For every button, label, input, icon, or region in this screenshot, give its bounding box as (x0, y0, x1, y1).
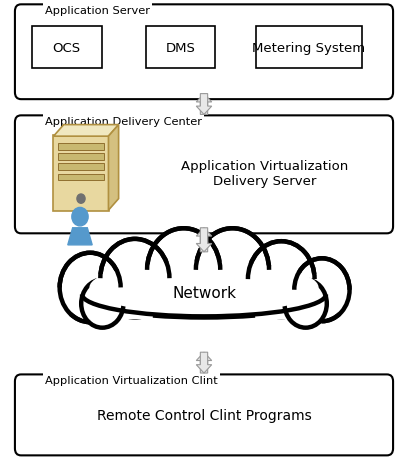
FancyBboxPatch shape (58, 154, 104, 160)
Circle shape (248, 242, 315, 317)
Text: Application Server: Application Server (45, 6, 151, 16)
FancyArrow shape (196, 94, 212, 115)
FancyArrow shape (196, 94, 212, 115)
FancyBboxPatch shape (15, 116, 393, 234)
FancyBboxPatch shape (146, 27, 215, 69)
Circle shape (60, 253, 121, 322)
FancyBboxPatch shape (256, 27, 362, 69)
FancyBboxPatch shape (58, 144, 104, 150)
Polygon shape (109, 125, 119, 211)
FancyBboxPatch shape (53, 136, 109, 212)
Circle shape (147, 229, 220, 312)
Text: OCS: OCS (53, 42, 81, 55)
Circle shape (196, 229, 269, 312)
Text: Application Delivery Center: Application Delivery Center (45, 117, 202, 127)
Polygon shape (53, 125, 119, 137)
FancyBboxPatch shape (58, 174, 104, 181)
Text: Remote Control Clint Programs: Remote Control Clint Programs (97, 408, 311, 422)
Circle shape (77, 194, 85, 204)
FancyArrow shape (196, 228, 212, 252)
FancyBboxPatch shape (15, 375, 393, 456)
FancyBboxPatch shape (15, 5, 393, 100)
FancyArrow shape (196, 352, 212, 373)
Circle shape (100, 239, 169, 318)
FancyBboxPatch shape (58, 164, 104, 170)
Circle shape (294, 259, 350, 321)
Polygon shape (68, 228, 92, 245)
Circle shape (72, 208, 88, 226)
Text: Application Virtualization
Delivery Server: Application Virtualization Delivery Serv… (182, 160, 348, 188)
Text: Network: Network (172, 285, 236, 300)
Text: Application Virtualization Clint: Application Virtualization Clint (45, 375, 218, 385)
Bar (82, 274, 326, 318)
FancyArrow shape (196, 352, 212, 373)
Ellipse shape (82, 282, 326, 317)
Ellipse shape (90, 263, 318, 313)
FancyBboxPatch shape (32, 27, 102, 69)
FancyArrow shape (196, 228, 212, 252)
Text: Metering System: Metering System (252, 42, 365, 55)
Text: DMS: DMS (166, 42, 195, 55)
Circle shape (284, 280, 327, 328)
Circle shape (81, 280, 124, 328)
